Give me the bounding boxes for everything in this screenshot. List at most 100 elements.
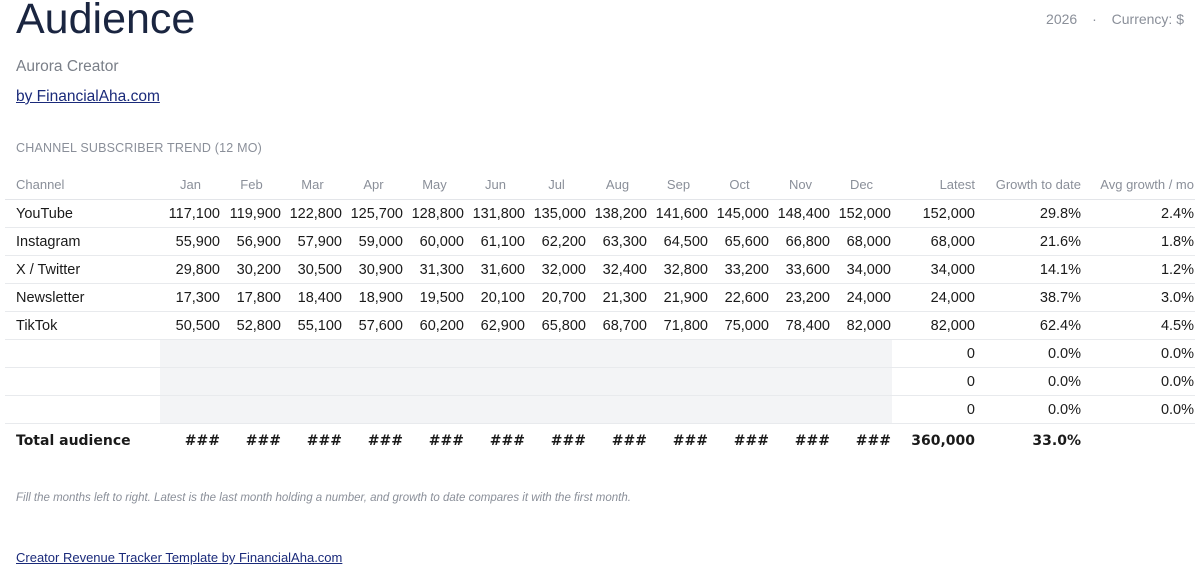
channel-cell[interactable]: X / Twitter <box>5 255 160 284</box>
month-cell[interactable]: 17,800 <box>221 283 282 312</box>
month-cell[interactable] <box>770 367 831 396</box>
month-cell[interactable]: 52,800 <box>221 311 282 340</box>
month-cell[interactable]: 119,900 <box>221 199 282 228</box>
month-cell[interactable]: 62,900 <box>465 311 526 340</box>
month-cell[interactable] <box>282 395 343 424</box>
month-cell[interactable]: 18,900 <box>343 283 404 312</box>
month-cell[interactable]: 57,900 <box>282 227 343 256</box>
channel-cell[interactable]: TikTok <box>5 311 160 340</box>
month-cell[interactable]: 75,000 <box>709 311 770 340</box>
month-cell[interactable]: 148,400 <box>770 199 831 228</box>
month-cell[interactable] <box>282 367 343 396</box>
month-cell[interactable] <box>160 367 221 396</box>
channel-cell[interactable] <box>5 367 160 396</box>
month-cell[interactable]: 135,000 <box>526 199 587 228</box>
month-cell[interactable]: 21,300 <box>587 283 648 312</box>
month-cell[interactable] <box>465 339 526 368</box>
month-cell[interactable]: 138,200 <box>587 199 648 228</box>
month-cell[interactable]: 33,600 <box>770 255 831 284</box>
month-cell[interactable] <box>831 367 892 396</box>
month-cell[interactable]: 59,000 <box>343 227 404 256</box>
month-cell[interactable] <box>831 339 892 368</box>
month-cell[interactable] <box>709 395 770 424</box>
month-cell[interactable] <box>221 395 282 424</box>
month-cell[interactable]: 64,500 <box>648 227 709 256</box>
month-cell[interactable] <box>160 395 221 424</box>
month-cell[interactable] <box>648 367 709 396</box>
month-cell[interactable]: 31,600 <box>465 255 526 284</box>
month-cell[interactable]: 50,500 <box>160 311 221 340</box>
channel-cell[interactable]: Newsletter <box>5 283 160 312</box>
month-cell[interactable]: 32,800 <box>648 255 709 284</box>
month-cell[interactable] <box>404 367 465 396</box>
month-cell[interactable] <box>160 339 221 368</box>
month-cell[interactable]: 19,500 <box>404 283 465 312</box>
month-cell[interactable] <box>831 395 892 424</box>
month-cell[interactable]: 82,000 <box>831 311 892 340</box>
month-cell[interactable]: 117,100 <box>160 199 221 228</box>
month-cell[interactable] <box>465 367 526 396</box>
month-cell[interactable]: 62,200 <box>526 227 587 256</box>
month-cell[interactable] <box>221 367 282 396</box>
month-cell[interactable] <box>770 395 831 424</box>
month-cell[interactable]: 131,800 <box>465 199 526 228</box>
month-cell[interactable]: 55,100 <box>282 311 343 340</box>
month-cell[interactable]: 24,000 <box>831 283 892 312</box>
month-cell[interactable] <box>587 395 648 424</box>
month-cell[interactable]: 152,000 <box>831 199 892 228</box>
month-cell[interactable]: 68,000 <box>831 227 892 256</box>
month-cell[interactable]: 34,000 <box>831 255 892 284</box>
month-cell[interactable]: 29,800 <box>160 255 221 284</box>
month-cell[interactable]: 31,300 <box>404 255 465 284</box>
month-cell[interactable]: 30,900 <box>343 255 404 284</box>
month-cell[interactable]: 30,500 <box>282 255 343 284</box>
month-cell[interactable] <box>526 339 587 368</box>
month-cell[interactable]: 60,200 <box>404 311 465 340</box>
month-cell[interactable]: 23,200 <box>770 283 831 312</box>
month-cell[interactable]: 57,600 <box>343 311 404 340</box>
month-cell[interactable] <box>587 367 648 396</box>
month-cell[interactable] <box>526 395 587 424</box>
month-cell[interactable]: 125,700 <box>343 199 404 228</box>
month-cell[interactable] <box>404 395 465 424</box>
month-cell[interactable]: 65,800 <box>526 311 587 340</box>
month-cell[interactable] <box>404 339 465 368</box>
month-cell[interactable]: 22,600 <box>709 283 770 312</box>
channel-cell[interactable]: YouTube <box>5 199 160 228</box>
month-cell[interactable]: 61,100 <box>465 227 526 256</box>
month-cell[interactable] <box>709 367 770 396</box>
month-cell[interactable]: 56,900 <box>221 227 282 256</box>
month-cell[interactable]: 145,000 <box>709 199 770 228</box>
byline-link[interactable]: by FinancialAha.com <box>16 88 160 105</box>
month-cell[interactable] <box>648 395 709 424</box>
month-cell[interactable]: 68,700 <box>587 311 648 340</box>
month-cell[interactable] <box>282 339 343 368</box>
channel-cell[interactable]: Instagram <box>5 227 160 256</box>
month-cell[interactable]: 66,800 <box>770 227 831 256</box>
month-cell[interactable] <box>343 367 404 396</box>
month-cell[interactable]: 21,900 <box>648 283 709 312</box>
month-cell[interactable]: 60,000 <box>404 227 465 256</box>
month-cell[interactable]: 17,300 <box>160 283 221 312</box>
month-cell[interactable]: 18,400 <box>282 283 343 312</box>
month-cell[interactable]: 141,600 <box>648 199 709 228</box>
month-cell[interactable]: 32,000 <box>526 255 587 284</box>
month-cell[interactable]: 20,700 <box>526 283 587 312</box>
channel-cell[interactable] <box>5 339 160 368</box>
month-cell[interactable] <box>709 339 770 368</box>
month-cell[interactable] <box>770 339 831 368</box>
month-cell[interactable] <box>526 367 587 396</box>
month-cell[interactable] <box>343 339 404 368</box>
month-cell[interactable] <box>587 339 648 368</box>
footer-link[interactable]: Creator Revenue Tracker Template by Fina… <box>16 550 343 565</box>
month-cell[interactable] <box>221 339 282 368</box>
month-cell[interactable] <box>343 395 404 424</box>
month-cell[interactable] <box>648 339 709 368</box>
month-cell[interactable]: 122,800 <box>282 199 343 228</box>
month-cell[interactable]: 55,900 <box>160 227 221 256</box>
month-cell[interactable]: 71,800 <box>648 311 709 340</box>
month-cell[interactable]: 63,300 <box>587 227 648 256</box>
month-cell[interactable]: 65,600 <box>709 227 770 256</box>
month-cell[interactable]: 30,200 <box>221 255 282 284</box>
month-cell[interactable]: 128,800 <box>404 199 465 228</box>
